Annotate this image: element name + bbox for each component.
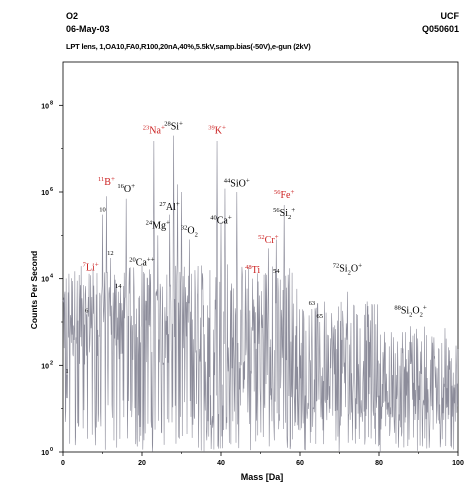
- peak-label: 39K+: [208, 124, 226, 137]
- sample-name: O2: [66, 11, 79, 21]
- peak-label: 23Na+: [143, 124, 165, 137]
- date-label: 06-May-03: [66, 24, 110, 34]
- peak-label: 7Li+: [83, 260, 99, 273]
- peak-label: 44SiO+: [224, 177, 250, 190]
- peak-label: 28Si+: [164, 119, 183, 132]
- x-axis-label: Mass [Da]: [241, 472, 284, 482]
- peak-label: 63: [309, 300, 316, 307]
- peak-label: 12: [107, 250, 114, 257]
- peak-label: 14: [115, 283, 122, 290]
- peak-label: 56Si2+: [273, 206, 295, 221]
- x-tick-label: 20: [138, 460, 146, 467]
- peak-label: 11B+: [98, 175, 115, 188]
- x-tick-label: 60: [296, 460, 304, 467]
- x-tick-label: 100: [452, 460, 464, 467]
- peak-label: 52Cr+: [258, 233, 279, 246]
- lab-name: UCF: [440, 11, 460, 21]
- peak-label: 32O2: [181, 224, 198, 238]
- sample-id: Q050601: [421, 24, 459, 34]
- peak-label: 54: [273, 268, 280, 275]
- peak-label: 40Ca+: [210, 213, 232, 226]
- peak-label: 16O+: [117, 182, 135, 195]
- spectrum-trace: [62, 135, 459, 452]
- y-tick-exponent: 4: [50, 274, 54, 280]
- peak-label: 88Si2O2+: [394, 304, 427, 319]
- peak-label: 65: [317, 313, 324, 320]
- conditions-line: LPT lens, 1,OA10,FA0,R100,20nA,40%,5.5kV…: [66, 42, 311, 51]
- x-tick-label: 0: [61, 460, 65, 467]
- peak-label: 27Al+: [159, 200, 180, 213]
- peak-labels: 1 6 7Li+ 10 11B+ 12 14 16O+ 20Ca++ 23Na+ 24Mg+ 27Al…: [65, 119, 427, 375]
- peak-label: 1: [65, 368, 68, 375]
- peak-label: 10: [99, 206, 106, 213]
- x-tick-label: 40: [217, 460, 225, 467]
- peak-label: 48Ti: [245, 264, 260, 276]
- spectrum-line: [62, 135, 459, 452]
- peak-label: 72Si2O+: [333, 262, 362, 277]
- y-tick-label: 10: [41, 363, 49, 370]
- x-tick-label: 80: [375, 460, 383, 467]
- y-tick-label: 10: [41, 190, 49, 197]
- y-tick-label: 10: [41, 450, 49, 457]
- y-tick-label: 10: [41, 103, 49, 110]
- peak-label: 56Fe+: [274, 188, 295, 201]
- y-tick-exponent: 2: [50, 360, 53, 366]
- y-axis-label: Counts Per Second: [29, 251, 39, 329]
- y-tick-exponent: 6: [50, 187, 53, 193]
- y-tick-exponent: 0: [50, 447, 53, 453]
- peak-label: 24Mg+: [146, 218, 170, 231]
- peak-label: 20Ca++: [129, 256, 155, 269]
- y-tick-exponent: 8: [50, 100, 53, 106]
- y-tick-label: 10: [41, 277, 49, 284]
- peak-label: 6: [85, 307, 89, 314]
